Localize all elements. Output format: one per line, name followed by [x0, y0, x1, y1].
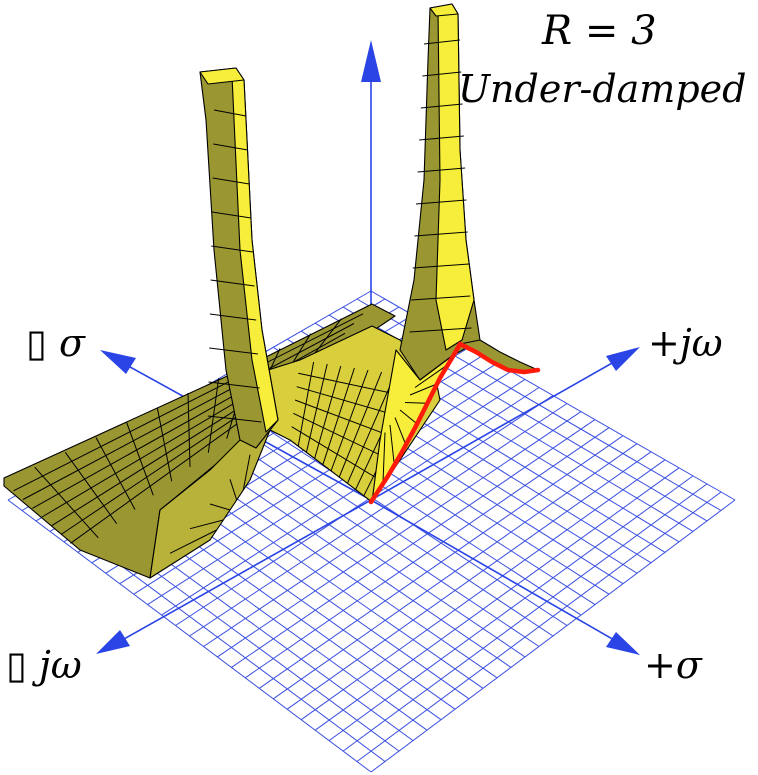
surface-mesh-line [213, 109, 247, 117]
surface-mesh-line [414, 363, 450, 388]
label-neg-sigma: ▯ σ [26, 321, 86, 365]
surface-mesh-line [207, 415, 262, 423]
right-peak-lit-face [435, 9, 475, 351]
surface-mesh-line [211, 211, 252, 219]
surface-mesh-line [189, 519, 224, 530]
surface-mesh-line [13, 313, 364, 492]
surface-mesh-line [399, 409, 417, 424]
surface-mesh-line [293, 412, 394, 462]
surface-mesh-line [411, 295, 471, 301]
surface-mesh-line [389, 424, 395, 463]
surface-mesh-line [212, 177, 250, 185]
surface-mesh-line [420, 103, 463, 109]
grid-line [370, 499, 736, 773]
label-pos-jomega: +jω [648, 321, 723, 365]
right-peak-cap [429, 3, 459, 17]
grid-line [300, 459, 666, 721]
grid-line [259, 435, 624, 689]
grid-line [356, 491, 722, 762]
pos-sigma-arrowhead [606, 632, 640, 655]
grid-line [217, 411, 582, 658]
surface-mesh-line [409, 327, 472, 333]
neg-jomega-axis [107, 499, 372, 649]
surface-mesh-line [229, 479, 238, 501]
grid-line [342, 483, 708, 752]
grid-line [328, 475, 694, 742]
surface-mesh-line [169, 529, 217, 554]
pos-sigma-axis [370, 499, 629, 649]
surface-mesh-line [423, 39, 461, 45]
surface-mesh-line [211, 245, 253, 253]
title-r-value: R = 3 [541, 8, 657, 54]
surface-mesh-line [213, 143, 248, 151]
neg-jomega-arrowhead [96, 630, 130, 654]
title-damping: Under-damped [458, 67, 746, 111]
label-pos-sigma: +σ [644, 643, 703, 687]
surface-mesh-line [422, 71, 462, 77]
surface-mesh-line [412, 263, 469, 269]
surface-mesh-line [242, 454, 251, 491]
surface-mesh-line [414, 231, 468, 237]
surface-mesh-line [291, 426, 383, 483]
grid-line [314, 467, 680, 731]
grid-line [245, 427, 610, 679]
surface-mesh-line [210, 279, 255, 287]
grid-line [286, 451, 652, 710]
surface-mesh-line [22, 323, 355, 500]
pos-jomega-arrowhead [606, 347, 640, 371]
surface-mesh-line [209, 503, 231, 511]
surface-mesh-line [409, 383, 439, 396]
neg-sigma-arrowhead [100, 350, 136, 374]
vertical-axis-arrowhead [361, 40, 381, 82]
left-peak-lit-face [231, 75, 279, 433]
left-peak-cap [199, 67, 245, 85]
surface-mesh-line [417, 167, 466, 173]
surface-mesh-line [209, 347, 258, 355]
surface-mesh-line [209, 313, 257, 321]
surface-mesh-line [382, 432, 386, 483]
surface-mesh-line [394, 417, 406, 443]
surface-mesh-line [208, 381, 260, 389]
grid-line [231, 419, 596, 668]
grid-line [273, 443, 638, 700]
surface-mesh-line [419, 135, 464, 141]
surface-mesh-line [404, 402, 428, 404]
grid-line [203, 403, 568, 647]
pos-jomega-axis [370, 353, 629, 501]
surface-mesh-line [415, 199, 467, 205]
label-neg-jomega: ▯ jω [6, 643, 82, 687]
frequency-response-cut-line [368, 341, 541, 505]
